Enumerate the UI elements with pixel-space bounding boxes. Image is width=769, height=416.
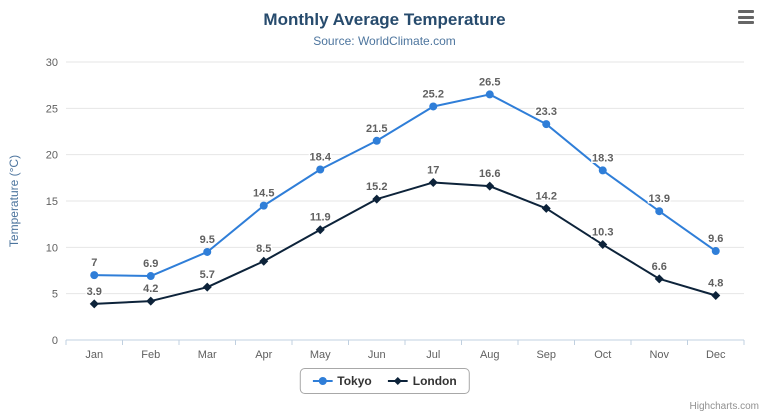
series-line-tokyo[interactable]: [94, 93, 717, 278]
y-axis-title: Temperature (°C): [7, 155, 21, 247]
data-point-marker[interactable]: [485, 181, 495, 191]
chart-subtitle: Source: WorldClimate.com: [313, 34, 456, 48]
data-label: 18.3: [592, 152, 613, 164]
legend-item-london[interactable]: London: [387, 374, 457, 388]
chart-title: Monthly Average Temperature: [263, 10, 506, 29]
x-axis-tick-label: Jan: [85, 349, 103, 361]
y-axis-tick-label: 30: [46, 57, 58, 69]
data-label: 7: [91, 257, 97, 269]
data-point-marker[interactable]: [202, 282, 212, 292]
data-point-marker[interactable]: [598, 166, 607, 175]
data-label: 14.5: [253, 188, 274, 200]
data-label: 16.6: [479, 168, 500, 180]
credits-link[interactable]: Highcharts.com: [689, 401, 759, 412]
data-label: 23.3: [536, 106, 557, 118]
x-axis-tick-label: Apr: [255, 349, 272, 361]
series-line-london[interactable]: [94, 181, 717, 305]
x-axis-tick-label: May: [310, 349, 331, 361]
data-label: 10.3: [592, 227, 613, 239]
data-point-marker[interactable]: [711, 247, 720, 256]
x-axis-tick-label: Dec: [706, 349, 726, 361]
legend-item-tokyo[interactable]: Tokyo: [312, 374, 372, 388]
data-label: 9.5: [200, 234, 215, 246]
data-point-marker[interactable]: [146, 296, 156, 306]
data-label: 18.4: [310, 151, 332, 163]
y-axis-tick-label: 0: [52, 335, 58, 347]
data-label: 25.2: [423, 88, 444, 100]
data-label: 15.2: [366, 181, 387, 193]
data-label: 9.6: [708, 233, 723, 245]
x-axis-tick-label: Sep: [536, 349, 556, 361]
legend-label: Tokyo: [337, 374, 372, 388]
data-label: 4.8: [708, 278, 723, 290]
data-point-marker[interactable]: [429, 102, 438, 111]
data-point-marker[interactable]: [203, 247, 212, 256]
legend-marker-diamond-icon: [387, 377, 408, 385]
y-axis-tick-label: 10: [46, 242, 58, 254]
data-point-marker[interactable]: [315, 225, 325, 235]
x-axis-tick-label: Mar: [198, 349, 217, 361]
legend: Tokyo London: [299, 368, 470, 394]
hamburger-line: [738, 21, 754, 24]
x-axis-tick-label: Feb: [141, 349, 160, 361]
x-axis-tick-label: Aug: [480, 349, 500, 361]
hamburger-line: [738, 10, 754, 13]
legend-label: London: [412, 374, 457, 388]
data-point-marker[interactable]: [542, 120, 551, 129]
x-axis-tick-label: Oct: [594, 349, 611, 361]
data-label: 3.9: [87, 286, 102, 298]
data-point-marker[interactable]: [654, 274, 664, 284]
data-label: 17: [427, 164, 439, 176]
y-axis-tick-label: 20: [46, 150, 58, 162]
data-label: 5.7: [200, 269, 215, 281]
x-axis-tick-label: Nov: [649, 349, 669, 361]
y-axis-tick-label: 5: [52, 289, 58, 301]
data-point-marker[interactable]: [541, 203, 551, 213]
legend-marker-circle-icon: [312, 377, 333, 385]
hamburger-menu-icon[interactable]: [735, 8, 757, 26]
data-label: 26.5: [479, 76, 500, 88]
data-point-marker[interactable]: [316, 165, 325, 174]
data-label: 6.6: [652, 261, 667, 273]
data-point-marker[interactable]: [90, 271, 99, 280]
data-point-marker[interactable]: [259, 256, 269, 266]
data-label: 8.5: [256, 243, 271, 255]
data-label: 21.5: [366, 123, 387, 135]
data-point-marker[interactable]: [655, 207, 664, 216]
data-point-marker[interactable]: [428, 177, 438, 187]
data-label: 11.9: [310, 212, 331, 224]
data-point-marker[interactable]: [372, 194, 382, 204]
data-label: 14.2: [536, 190, 557, 202]
hamburger-line: [738, 15, 754, 19]
data-label: 4.2: [143, 283, 158, 295]
data-point-marker[interactable]: [711, 291, 721, 301]
data-point-marker[interactable]: [146, 272, 155, 281]
data-point-marker[interactable]: [89, 299, 99, 309]
data-label: 13.9: [649, 193, 670, 205]
x-axis-tick-label: Jun: [368, 349, 386, 361]
data-point-marker[interactable]: [598, 240, 608, 250]
y-axis-tick-label: 25: [46, 103, 58, 115]
data-label: 6.9: [143, 258, 158, 270]
data-point-marker[interactable]: [259, 201, 268, 210]
data-point-marker[interactable]: [372, 136, 381, 145]
data-point-marker[interactable]: [485, 90, 494, 99]
x-axis-tick-label: Jul: [426, 349, 440, 361]
y-axis-tick-label: 15: [46, 196, 58, 208]
